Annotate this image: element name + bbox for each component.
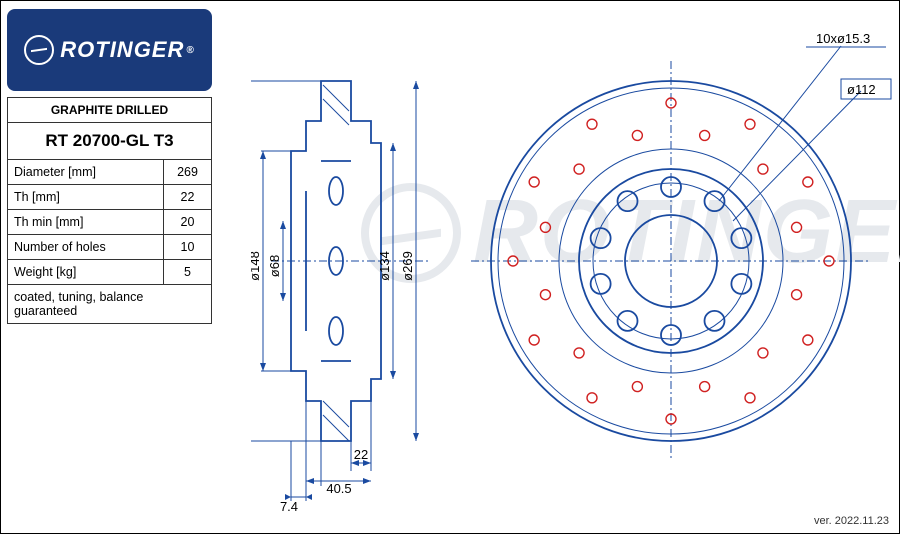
drilled-hole <box>745 119 755 129</box>
spec-label: Th min [mm] <box>8 210 164 235</box>
dim-22: 22 <box>354 447 368 462</box>
spec-label: Number of holes <box>8 235 164 260</box>
spec-label: Diameter [mm] <box>8 160 164 185</box>
spec-label: Th [mm] <box>8 185 164 210</box>
dim-d134: ø134 <box>377 251 392 281</box>
brand-logo-text: ROTINGER ® <box>24 35 195 65</box>
drilled-hole <box>632 382 642 392</box>
spec-footer: coated, tuning, balance guaranteed <box>8 285 212 324</box>
globe-icon <box>24 35 54 65</box>
callout-pcd-text: ø112 <box>847 82 876 97</box>
dim-405: 40.5 <box>326 481 351 496</box>
spec-value: 269 <box>164 160 212 185</box>
part-number: RT 20700-GL T3 <box>8 123 212 160</box>
spec-value: 10 <box>164 235 212 260</box>
callout-holes-text: 10xø15.3 <box>816 31 870 46</box>
bolt-hole <box>591 228 611 248</box>
drilled-hole <box>540 290 550 300</box>
spec-table: GRAPHITE DRILLED RT 20700-GL T3 Diameter… <box>7 97 212 324</box>
drilled-hole <box>574 164 584 174</box>
drilled-hole <box>632 130 642 140</box>
drilled-hole <box>700 382 710 392</box>
spec-value: 20 <box>164 210 212 235</box>
spec-title: GRAPHITE DRILLED <box>8 98 212 123</box>
drilled-hole <box>758 164 768 174</box>
drilled-hole <box>745 393 755 403</box>
drilled-hole <box>792 222 802 232</box>
callout-pcd: ø112 <box>841 79 891 99</box>
brand-name: ROTINGER <box>60 37 184 63</box>
spec-label: Weight [kg] <box>8 260 164 285</box>
drilled-hole <box>758 348 768 358</box>
drilled-hole <box>540 222 550 232</box>
callout-holes: 10xø15.3 <box>806 31 886 47</box>
front-view-drawing: 10xø15.3 ø112 <box>471 21 900 521</box>
drilled-hole <box>700 130 710 140</box>
dim-d68: ø68 <box>267 255 282 277</box>
brand-logo: ROTINGER ® <box>7 9 212 91</box>
drilled-hole <box>792 290 802 300</box>
registered-mark: ® <box>186 45 194 56</box>
drilled-hole <box>574 348 584 358</box>
side-view-drawing: ø148 ø68 ø134 ø269 22 40.5 7.4 <box>251 21 451 521</box>
spec-value: 22 <box>164 185 212 210</box>
drilled-hole <box>587 393 597 403</box>
bolt-hole <box>591 274 611 294</box>
drilled-hole <box>803 177 813 187</box>
bolt-hole <box>731 274 751 294</box>
drilled-hole <box>529 177 539 187</box>
dim-74: 7.4 <box>280 499 298 514</box>
dim-d148: ø148 <box>251 251 262 281</box>
dim-d269: ø269 <box>400 251 415 281</box>
drilled-hole <box>803 335 813 345</box>
drilled-hole <box>529 335 539 345</box>
spec-value: 5 <box>164 260 212 285</box>
bolt-hole <box>731 228 751 248</box>
drilled-hole <box>587 119 597 129</box>
